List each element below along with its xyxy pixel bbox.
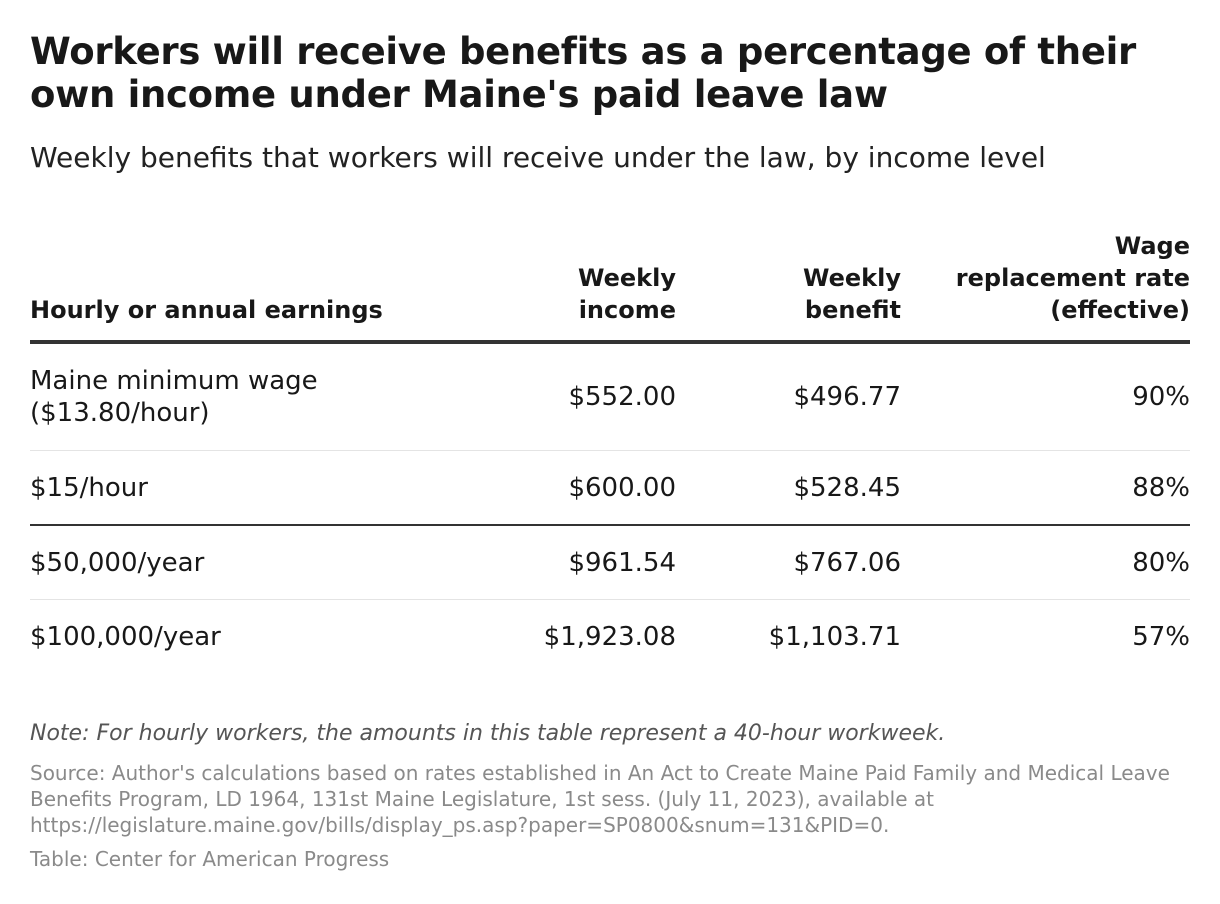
- cell-replacement-rate: 57%: [1132, 622, 1190, 652]
- cell-replacement-rate: 90%: [901, 342, 1190, 451]
- table-row: Maine minimum wage ($13.80/hour) $552.00…: [30, 342, 1190, 451]
- cell-earnings-line: ($13.80/hour): [30, 398, 210, 428]
- column-header-line: Wage: [1114, 232, 1190, 260]
- cell-weekly-income: $1,923.08: [543, 622, 676, 652]
- column-header-line: benefit: [804, 296, 901, 324]
- cell-weekly-income: $961.54: [450, 525, 676, 600]
- chart-title: Workers will receive benefits as a perce…: [30, 30, 1136, 116]
- column-header-earnings: Hourly or annual earnings: [30, 230, 450, 344]
- cell-weekly-benefit: $767.06: [676, 525, 901, 600]
- table-note: Note: For hourly workers, the amounts in…: [30, 721, 946, 746]
- column-header-line: Weekly: [577, 264, 676, 292]
- cell-weekly-income: $552.00: [450, 342, 676, 451]
- cell-earnings: $15/hour: [30, 450, 450, 526]
- column-header-line: replacement rate: [955, 264, 1190, 292]
- table-credit: Table: Center for American Progress: [30, 847, 390, 871]
- chart-subtitle: Weekly benefits that workers will receiv…: [30, 141, 1046, 174]
- cell-earnings: $100,000/year: [30, 622, 221, 652]
- column-header-line: income: [578, 296, 676, 324]
- cell-weekly-income: $600.00: [450, 450, 676, 526]
- cell-replacement-rate: 80%: [901, 525, 1190, 600]
- column-header-replacement-rate: Wage replacement rate (effective): [901, 230, 1190, 344]
- table-row: $100,000/year $1,923.08 $1,103.71 57%: [30, 600, 1190, 675]
- column-header-line: Hourly or annual earnings: [30, 296, 383, 324]
- cell-earnings: Maine minimum wage ($13.80/hour): [30, 342, 450, 451]
- column-header-line: (effective): [1050, 296, 1190, 324]
- cell-replacement-rate: 88%: [901, 450, 1190, 526]
- column-header-line: Weekly: [802, 264, 901, 292]
- column-header-weekly-benefit: Weekly benefit: [676, 230, 901, 344]
- cell-earnings-line: Maine minimum wage: [30, 366, 318, 396]
- benefits-table: Hourly or annual earnings Weekly income …: [30, 230, 1190, 674]
- cell-earnings: $50,000/year: [30, 525, 450, 600]
- cell-weekly-benefit: $496.77: [676, 342, 901, 451]
- cell-weekly-benefit: $1,103.71: [768, 622, 901, 652]
- table-row: $15/hour $600.00 $528.45 88%: [30, 450, 1190, 526]
- cell-weekly-benefit: $528.45: [676, 450, 901, 526]
- table-row: $50,000/year $961.54 $767.06 80%: [30, 525, 1190, 600]
- table-source: Source: Author's calculations based on r…: [30, 761, 1170, 837]
- table-header-row: Hourly or annual earnings Weekly income …: [30, 230, 1190, 344]
- column-header-weekly-income: Weekly income: [450, 230, 676, 344]
